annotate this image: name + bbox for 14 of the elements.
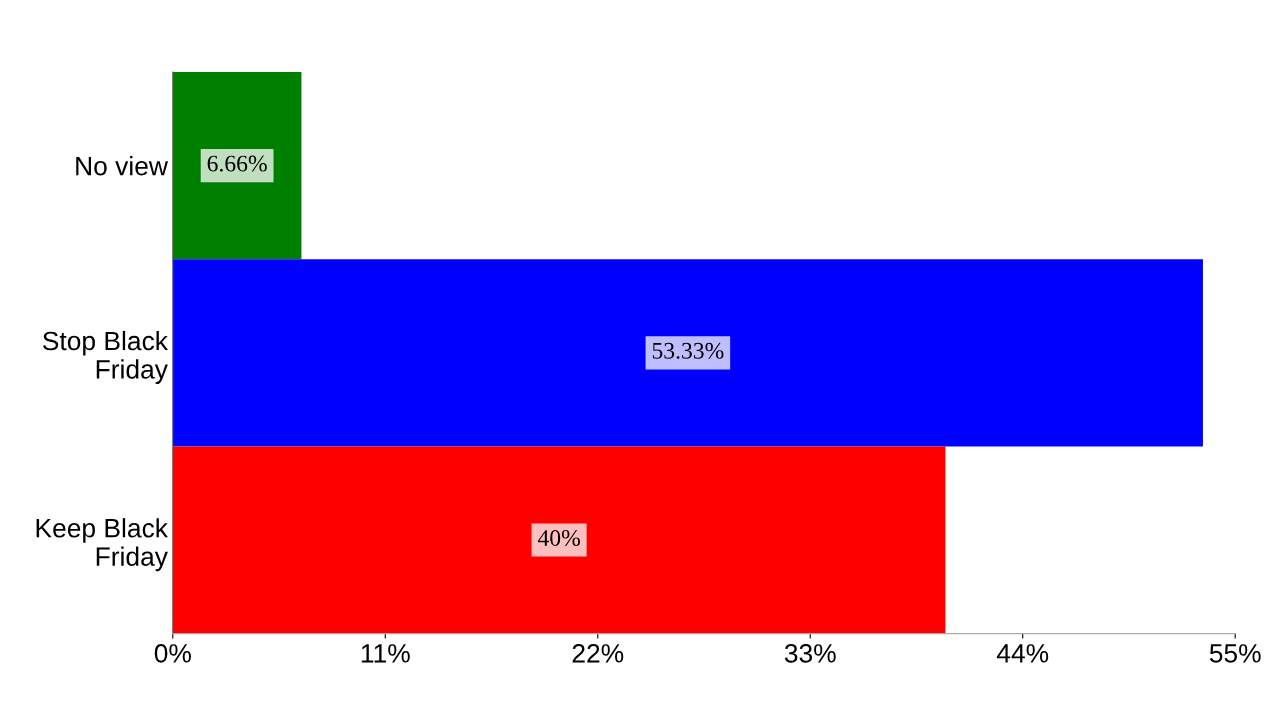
bar: [172, 446, 946, 634]
x-tick-label: 55%: [1209, 644, 1261, 663]
x-tick-label: 0%: [154, 644, 191, 663]
bar: [172, 72, 302, 260]
x-tick-label: 11%: [361, 644, 410, 663]
y-tick-label: Keep Black Friday: [36, 518, 168, 572]
y-tick-label: Stop Black Friday: [43, 330, 168, 384]
data-label: 6.66%: [207, 155, 267, 172]
x-tick-label: 22%: [572, 644, 624, 663]
y-tick-label: No view: [76, 156, 169, 176]
data-label: 53.33%: [652, 342, 724, 359]
x-tick-label: 33%: [784, 644, 836, 663]
data-label: 40%: [537, 529, 580, 546]
x-tick-label: 44%: [996, 644, 1049, 663]
